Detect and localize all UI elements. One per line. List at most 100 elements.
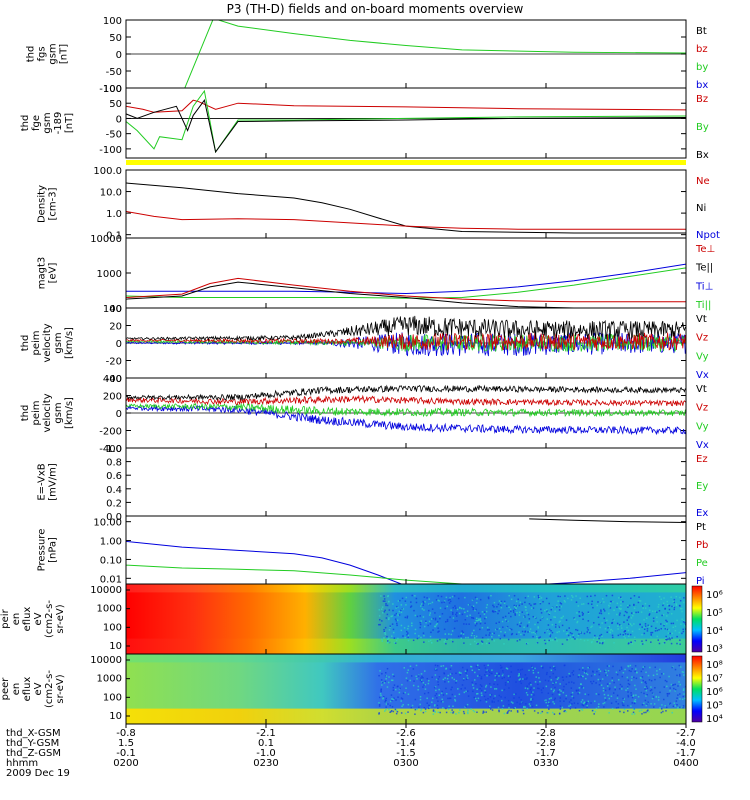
figure-title: P3 (TH-D) fields and on-board moments ov…	[227, 2, 524, 16]
fge-series-By	[126, 89, 686, 154]
fge-ytick-label: -50	[106, 130, 122, 141]
density-ytick-label: 1.0	[106, 209, 122, 220]
temp-series-Ti⊥	[126, 263, 686, 295]
vel_large-legend-Vt: Vt	[696, 384, 707, 395]
temp-ytick-label: 100	[103, 304, 122, 315]
footer-y-value: -4.0	[676, 738, 696, 749]
ion_spec-colorbar	[691, 585, 703, 653]
vel_small-ylabel: thdpeimvelocitygsm[km/s]	[20, 323, 75, 362]
footer-z-value: -1.5	[396, 748, 416, 759]
footer-time-value: 0400	[673, 758, 698, 769]
temp-ytick-label: 1000	[97, 269, 122, 280]
elec_spec-ylabel: thdpeerenefluxeV(cm2-s-sr-eV)	[0, 670, 66, 708]
pressure-ylabel: Pressure[nPa]	[37, 529, 59, 572]
density-ytick-label: 10.0	[100, 188, 122, 199]
temp-ytick-label: 10000	[90, 234, 122, 245]
ion_spec-ytick-label: 1000	[97, 604, 122, 615]
footer-x-value: -0.8	[116, 728, 136, 739]
density-legend-Npot: Npot	[696, 230, 720, 241]
footer-z-value: -0.1	[116, 748, 136, 759]
efield-ytick-label: 0.4	[106, 485, 122, 496]
ion_spec-band-top	[126, 584, 686, 593]
vel_small-ytick-label: 20	[109, 322, 122, 333]
temp-legend-Ti||: Ti||	[695, 300, 711, 311]
footer-y-value: -1.4	[396, 738, 416, 749]
vel_large-ytick-label: 200	[103, 392, 122, 403]
elec_spec-ytick-label: 100	[103, 692, 122, 703]
fgs-ytick-label: 0	[116, 50, 122, 61]
density-ytick-label: 100.0	[93, 166, 122, 177]
elec_spec-colorbar-tick: 10⁸	[706, 660, 723, 671]
temp-legend-Ti⊥: Ti⊥	[695, 281, 713, 292]
fge-legend-By: By	[696, 122, 709, 133]
fge-series-Bx	[126, 99, 686, 154]
efield-legend-Ey: Ey	[696, 481, 708, 492]
fge-series-Bz	[126, 99, 686, 113]
fge-ytick-label: 50	[109, 99, 122, 110]
footer-z-value: -1.7	[676, 748, 696, 759]
footer-x-value: -2.8	[536, 728, 556, 739]
ion_spec-ytick-label: 10	[109, 641, 122, 652]
vel_large-legend-Vy: Vy	[696, 421, 709, 432]
footer-y-label: thd_Y-GSM	[6, 738, 59, 749]
panel-fgs: 100 50 0 -50 -100 thdfgsgsm[nT] Bt bz by bx	[26, 16, 709, 95]
density-ytick-label: 0.1	[106, 231, 122, 242]
fge-ylabel: thdfgegsm-189[nT]	[20, 112, 75, 135]
pressure-ytick-label: 0.10	[100, 555, 122, 566]
footer-y-value: -2.8	[536, 738, 556, 749]
ion_spec-colorbar-tick: 10⁶	[706, 590, 723, 601]
elec_spec-colorbar-tick: 10⁵	[706, 701, 723, 712]
density-ylabel: Density[cm-3]	[37, 185, 59, 223]
panel-vel_large: 400 200 0 -200 -400 thdpeimvelocitygsm[km/s] V…	[20, 374, 709, 455]
ion_spec-speckle	[378, 594, 686, 645]
elec_spec-band-top	[126, 654, 686, 663]
panel-elec_spec: 10⁸ 10⁷ 10⁶ 10⁵ 10⁴ 10000 1000 100 10 thdpeerenef…	[0, 653, 723, 725]
panel-temp: 10000 1000 100 magt3[eV] Te⊥ Te|| Ti⊥ Ti||	[37, 234, 716, 315]
elec_spec-ytick-label: 1000	[97, 674, 122, 685]
footer-time-value: 0300	[393, 758, 418, 769]
pressure-legend-Pb: Pb	[696, 540, 708, 551]
efield-ytick-label: 0.2	[106, 498, 122, 509]
elec_spec-colorbar-tick: 10⁷	[706, 674, 723, 685]
footer-x-value: -2.6	[396, 728, 416, 739]
vel_large-series-Vt	[126, 384, 686, 402]
pressure-series-Pi	[126, 540, 686, 584]
efield-legend-Ez: Ez	[696, 454, 708, 465]
panel-fge: 100 50 0 -50 -100 thdfgegsm-189[nT] Bz By Bx	[20, 84, 709, 161]
footer-ephemeris: thd_X-GSM thd_Y-GSM thd_Z-GSM hhmm 2009 …	[6, 724, 699, 779]
elec_spec-colorbar-tick: 10⁶	[706, 687, 723, 698]
footer-z-value: -1.7	[536, 748, 556, 759]
density-series-Ni	[126, 182, 686, 234]
elec_spec-ytick-label: 10	[109, 711, 122, 722]
elec_spec-colorbar	[691, 655, 703, 723]
footer-time-value: 0200	[113, 758, 138, 769]
density-series-Ne	[126, 210, 686, 230]
footer-x-value: -2.1	[256, 728, 276, 739]
density-frame	[125, 169, 687, 239]
fgs-legend-Bt: Bt	[696, 26, 707, 37]
panels: 100500-50-100thdfgsgsm[nT]Btbzbybx100500…	[0, 16, 723, 725]
efield-ytick-label: 0.6	[106, 471, 122, 482]
footer-y-value: 1.5	[118, 738, 134, 749]
fgs-ylabel: thdfgsgsm[nT]	[26, 43, 70, 64]
footer-date: 2009 Dec 19	[6, 768, 70, 779]
fge-legend-Bz: Bz	[696, 94, 708, 105]
position-flag-bar	[126, 160, 686, 165]
vel_small-ytick-label: -20	[106, 357, 122, 368]
vel_small-legend-Vz: Vz	[696, 333, 708, 344]
vel_small-legend-Vt: Vt	[696, 314, 707, 325]
efield-ylabel: E=-VxB[mV/m]	[37, 463, 59, 501]
fgs-legend-by: by	[696, 62, 708, 73]
vel_small-ytick-label: 0	[116, 339, 122, 350]
panel-pressure: 10.00 1.00 0.10 0.01 Pressure[nPa] Pt Pb Pe Pi	[37, 515, 708, 587]
vel_small-legend-Vy: Vy	[696, 351, 709, 362]
ion_spec-ytick-label: 100	[103, 622, 122, 633]
fgs-ytick-label: 100	[103, 16, 122, 27]
pressure-ytick-label: 1.00	[100, 537, 122, 548]
pressure-legend-Pt: Pt	[696, 522, 706, 533]
temp-ylabel: magt3[eV]	[37, 257, 59, 290]
vel_large-ytick-label: -400	[99, 444, 122, 455]
fgs-ytick-label: -50	[106, 67, 122, 78]
elec_spec-speckle	[378, 664, 686, 715]
